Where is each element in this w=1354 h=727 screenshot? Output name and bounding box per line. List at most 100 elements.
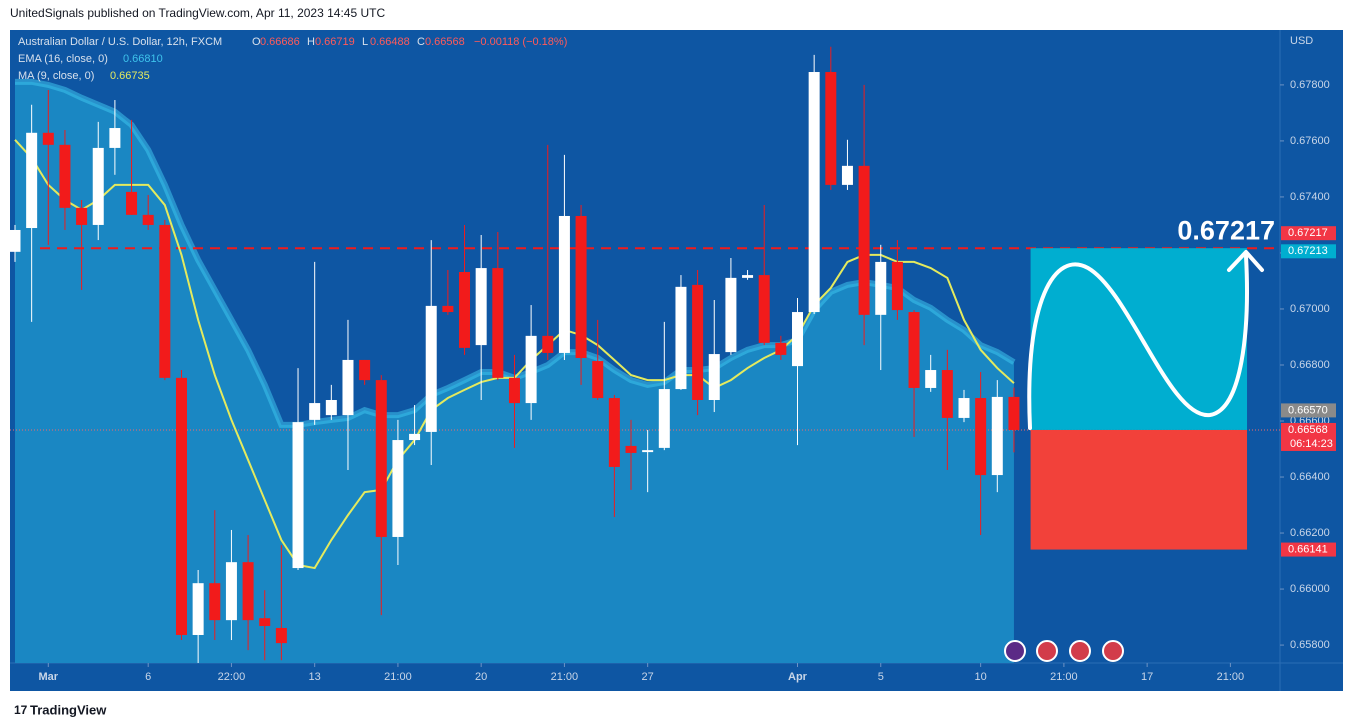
ema-value: 0.66810 (123, 53, 163, 65)
candle-body (42, 132, 54, 145)
candle-body (692, 284, 704, 400)
candle-body (459, 271, 471, 348)
countdown: 06:14:23 (1290, 438, 1333, 450)
drawn-curve (1027, 254, 1249, 430)
price-label: 0.66141 (1288, 543, 1328, 555)
candle-body (192, 583, 204, 635)
y-tick-label: 0.67400 (1290, 191, 1330, 203)
candle-body (225, 562, 237, 621)
candle-body (175, 377, 187, 635)
candle-body (758, 275, 770, 343)
icon[interactable] (1004, 640, 1026, 662)
candle-body (475, 268, 487, 346)
ohlc-value: 0.66488 (370, 36, 410, 48)
candle-body (59, 144, 71, 208)
candle-body (292, 422, 304, 569)
ma-legend: MA (9, close, 0) (18, 70, 94, 82)
x-tick-label: 21:00 (384, 671, 412, 683)
x-tick-label: 17 (1141, 671, 1153, 683)
candle-body (825, 72, 837, 185)
candle-body (442, 305, 454, 313)
change: −0.00118 (−0.18%) (474, 36, 567, 48)
candle-body (941, 370, 953, 418)
candle-body (642, 450, 654, 453)
ohlc-value: 0.66686 (260, 36, 300, 48)
price-label: 0.67213 (1288, 245, 1328, 257)
icon[interactable] (1069, 640, 1091, 662)
price-label: 0.67217 (1288, 227, 1328, 239)
candle-body (991, 396, 1003, 476)
candle-body (409, 433, 421, 441)
candle-body (209, 583, 221, 621)
candle-body (1008, 396, 1020, 430)
ema-area (14, 81, 1014, 664)
x-tick-label: 27 (642, 671, 654, 683)
candle-body (126, 191, 138, 215)
candle-body (625, 445, 637, 453)
candle-body (425, 305, 437, 432)
price-label-bg (1281, 403, 1336, 418)
ma-value: 0.66735 (110, 70, 150, 82)
x-tick-label: Apr (788, 671, 808, 683)
logo-mark: 17 (14, 703, 28, 717)
candle-body (359, 359, 371, 381)
candle-body (275, 627, 287, 644)
candle-body (708, 354, 720, 400)
candle-body (775, 342, 787, 355)
y-tick-label: 0.67600 (1290, 135, 1330, 147)
ema-legend: EMA (16, close, 0) (18, 53, 108, 65)
candle-body (109, 128, 121, 148)
x-tick-label: 5 (878, 671, 884, 683)
price-label-bg (1281, 542, 1336, 557)
y-tick-label: 0.66200 (1290, 527, 1330, 539)
price-label-bg (1281, 422, 1336, 451)
y-tick-label: 0.66400 (1290, 471, 1330, 483)
candle-body (76, 207, 88, 225)
x-tick-label: 22:00 (218, 671, 246, 683)
candle-body (608, 398, 620, 467)
y-tick-label: 0.66000 (1290, 583, 1330, 595)
y-tick-label: 0.67800 (1290, 79, 1330, 91)
candle-body (392, 440, 404, 537)
icon[interactable] (1102, 640, 1124, 662)
currency: USD (1290, 35, 1313, 47)
x-tick-label: 10 (975, 671, 987, 683)
drawn-arrow (1227, 250, 1264, 272)
candle-body (342, 359, 354, 416)
ohlc-value: 0.66719 (315, 36, 355, 48)
candle-body (575, 215, 587, 358)
price-label: 0.66570 (1288, 404, 1328, 416)
ohlc-key: O (252, 36, 261, 48)
candle-body (891, 261, 903, 311)
candle-body (159, 224, 171, 378)
target-zone (1030, 248, 1248, 430)
chart-title: Australian Dollar / U.S. Dollar, 12h, FX… (18, 36, 222, 48)
x-tick-label: 6 (145, 671, 151, 683)
ohlc-key: C (417, 36, 425, 48)
candle-body (808, 72, 820, 313)
x-tick-label: 21:00 (1050, 671, 1078, 683)
footer-logo: TradingView (30, 702, 107, 717)
x-tick-label: 20 (475, 671, 487, 683)
y-tick-label: 0.66800 (1290, 359, 1330, 371)
ohlc-key: L (362, 36, 368, 48)
candle-body (142, 214, 154, 225)
candle-body (925, 370, 937, 388)
ohlc-key: H (307, 36, 315, 48)
candle-body (492, 268, 504, 378)
y-tick-label: 0.65800 (1290, 639, 1330, 651)
y-tick-label: 0.67000 (1290, 303, 1330, 315)
candle-body (375, 380, 387, 537)
event-icons (1004, 640, 1124, 662)
candle-body (958, 398, 970, 418)
x-tick-label: Mar (39, 671, 59, 683)
price-label-bg (1281, 244, 1336, 259)
candle-body (542, 335, 554, 353)
price-label: 0.66568 (1288, 424, 1328, 436)
ohlc-value: 0.66568 (425, 36, 465, 48)
icon[interactable] (1036, 640, 1058, 662)
candle-body (908, 312, 920, 388)
plot (9, 46, 1280, 664)
candle-body (592, 361, 604, 399)
candle-body (525, 335, 537, 404)
